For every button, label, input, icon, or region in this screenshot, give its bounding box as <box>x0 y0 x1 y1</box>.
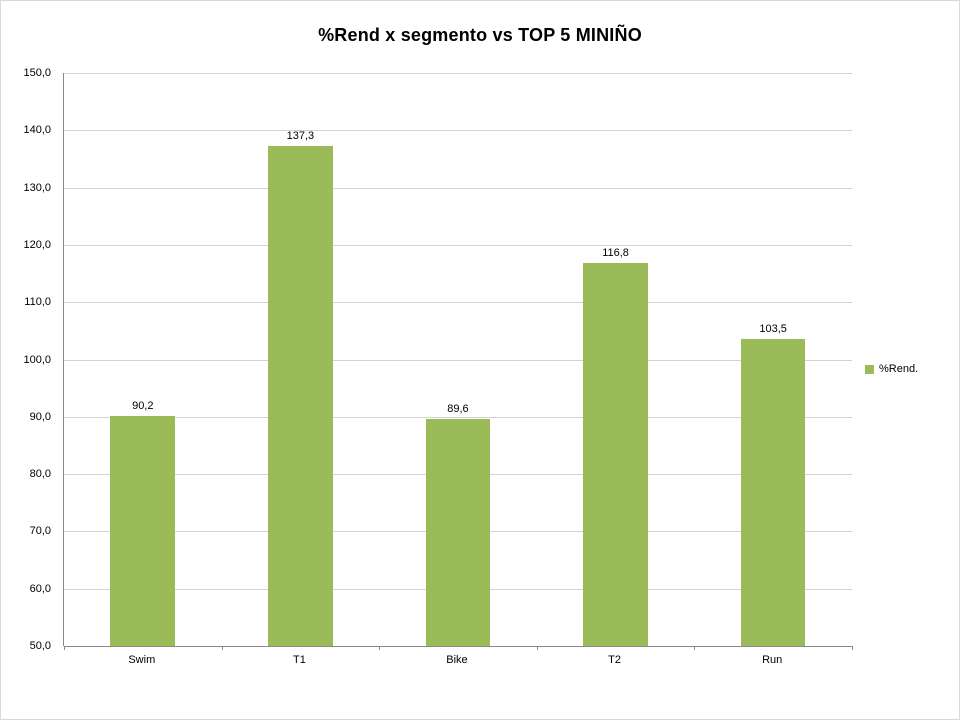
x-axis-tick <box>852 646 853 650</box>
x-tick-label-run: Run <box>762 654 783 666</box>
bar-bike: 89,6 <box>425 403 491 646</box>
y-axis: 150,0 140,0 130,0 120,0 110,0 100,0 90,0 80,0 70… <box>1 67 57 652</box>
x-axis-tick <box>379 646 381 650</box>
bar-slot-run: 103,5 <box>694 73 852 646</box>
gridline <box>64 646 852 647</box>
bar-slot-bike: 89,6 <box>379 73 537 646</box>
y-tick-label: 140,0 <box>23 124 51 137</box>
x-tick-label-t2: T2 <box>608 654 621 666</box>
gridline <box>64 302 852 304</box>
chart-title: %Rend x segmento vs TOP 5 MINIÑO <box>318 25 642 45</box>
bar-t2: 116,8 <box>583 247 648 646</box>
y-tick-label: 60,0 <box>29 582 51 595</box>
x-tick-label-t1: T1 <box>292 654 306 666</box>
x-axis-tick <box>221 646 223 650</box>
legend: %Rend. <box>865 363 918 375</box>
data-label-run: 103,5 <box>759 323 787 336</box>
bar-slot-t2: 116,8 <box>537 73 695 646</box>
bar-run: 103,5 <box>740 323 806 646</box>
gridline <box>64 130 852 132</box>
x-tick-label-swim: Swim <box>128 654 156 666</box>
gridline <box>64 359 852 361</box>
y-tick-label: 150,0 <box>23 67 51 79</box>
x-axis-tick <box>64 646 65 650</box>
y-tick-label: 100,0 <box>23 353 51 366</box>
y-tick-label: 120,0 <box>23 238 51 251</box>
bar-t1: 137,3 <box>268 130 333 646</box>
data-label-t1: 137,3 <box>286 129 315 142</box>
gridline <box>64 187 852 189</box>
y-tick-label: 70,0 <box>29 525 51 538</box>
y-tick-label: 130,0 <box>23 181 51 194</box>
gridline <box>64 244 852 246</box>
plot-area: 90,2 137,3 89,6 116,8 103,5 <box>63 73 853 650</box>
x-axis-tick <box>694 646 696 650</box>
data-label-bike: 89,6 <box>447 403 469 416</box>
legend-label: %Rend. <box>879 363 919 375</box>
gridline <box>64 73 852 74</box>
x-axis-tick <box>536 646 538 650</box>
data-label-swim: 90,2 <box>132 399 154 412</box>
y-tick-label: 110,0 <box>24 296 51 309</box>
x-axis: Swim T1 Bike T2 Run <box>63 648 851 666</box>
legend-swatch <box>865 364 874 374</box>
bar-swim: 90,2 <box>110 400 176 646</box>
y-tick-label: 80,0 <box>29 468 51 481</box>
bars-container: 90,2 137,3 89,6 116,8 103,5 <box>64 73 852 646</box>
gridline <box>64 416 852 418</box>
y-tick-label: 90,0 <box>29 410 51 423</box>
data-label-t2: 116,8 <box>602 247 629 260</box>
bar-slot-t1: 137,3 <box>222 73 380 646</box>
bar-slot-swim: 90,2 <box>64 73 222 646</box>
x-tick-label-bike: Bike <box>446 654 468 666</box>
y-tick-label: 50,0 <box>29 640 51 652</box>
